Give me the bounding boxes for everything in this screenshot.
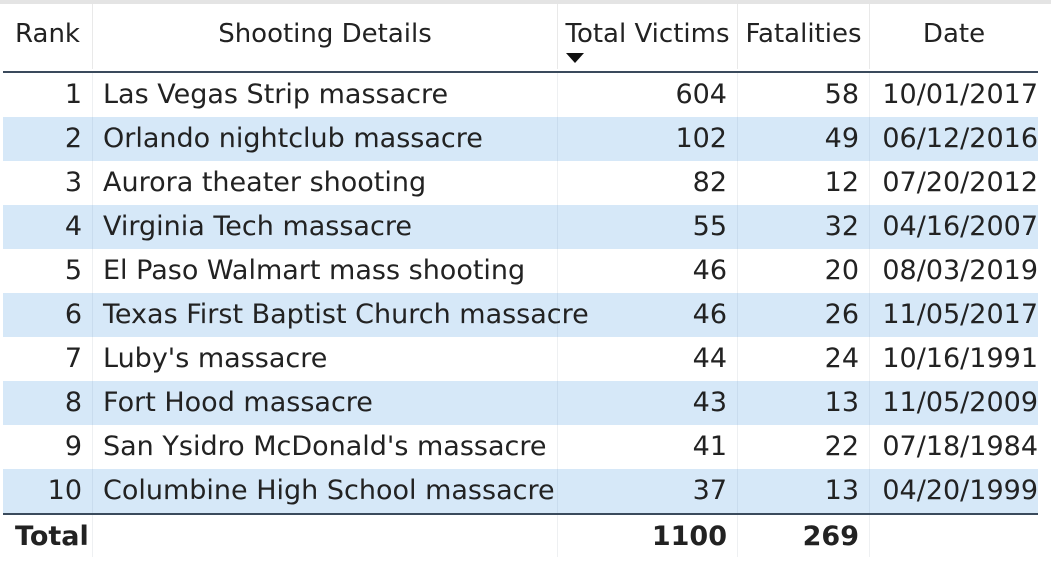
cell-fatalities: 20 xyxy=(738,249,870,293)
cell-rank: 3 xyxy=(3,161,93,205)
cell-rank: 2 xyxy=(3,117,93,161)
table-row[interactable]: 5 El Paso Walmart mass shooting 46 20 08/03/… xyxy=(3,249,1038,293)
cell-shooting-details: Fort Hood massacre xyxy=(93,381,558,425)
total-fatalities: 269 xyxy=(738,515,870,557)
cell-total-victims: 55 xyxy=(558,205,738,249)
table-row[interactable]: 10 Columbine High School massacre 37 13 04/2… xyxy=(3,469,1038,513)
cell-fatalities: 13 xyxy=(738,469,870,513)
cell-shooting-details: Luby's massacre xyxy=(93,337,558,381)
header-shooting-details[interactable]: Shooting Details xyxy=(93,4,558,69)
cell-rank: 7 xyxy=(3,337,93,381)
cell-date: 10/01/2017 xyxy=(882,79,1038,110)
cell-total-victims: 44 xyxy=(558,337,738,381)
cell-fatalities: 26 xyxy=(738,293,870,337)
data-table: Rank Shooting Details Total Victims Fata… xyxy=(3,4,1038,559)
cell-total-victims: 46 xyxy=(558,249,738,293)
cell-shooting-details: Las Vegas Strip massacre xyxy=(93,73,558,117)
cell-fatalities: 49 xyxy=(738,117,870,161)
cell-date: 11/05/2017 xyxy=(882,299,1038,330)
cell-shooting-details: Virginia Tech massacre xyxy=(93,205,558,249)
header-date[interactable]: Date xyxy=(922,19,986,49)
cell-date: 11/05/2009 xyxy=(882,387,1038,418)
total-date-empty xyxy=(870,515,1038,557)
cell-fatalities: 24 xyxy=(738,337,870,381)
table-row[interactable]: 7 Luby's massacre 44 24 10/16/1991 xyxy=(3,337,1038,381)
cell-rank: 4 xyxy=(3,205,93,249)
table-row[interactable]: 1 Las Vegas Strip massacre 604 58 10/01/2017 xyxy=(3,73,1038,117)
cell-total-victims: 43 xyxy=(558,381,738,425)
header-total-victims[interactable]: Total Victims xyxy=(558,4,738,69)
cell-shooting-details: San Ysidro McDonald's massacre xyxy=(93,425,558,469)
cell-rank: 1 xyxy=(3,73,93,117)
cell-total-victims: 37 xyxy=(558,469,738,513)
sort-descending-icon xyxy=(566,53,584,63)
cell-shooting-details: Orlando nightclub massacre xyxy=(93,117,558,161)
cell-fatalities: 32 xyxy=(738,205,870,249)
cell-fatalities: 12 xyxy=(738,161,870,205)
cell-date: 08/03/2019 xyxy=(882,255,1038,286)
top-border xyxy=(0,0,1051,4)
cell-date: 07/18/1984 xyxy=(882,431,1038,462)
table-header: Rank Shooting Details Total Victims Fata… xyxy=(3,4,1038,73)
cell-fatalities: 13 xyxy=(738,381,870,425)
cell-total-victims: 41 xyxy=(558,425,738,469)
total-details-empty xyxy=(93,515,558,557)
cell-rank: 8 xyxy=(3,381,93,425)
cell-rank: 6 xyxy=(3,293,93,337)
table-body: 1 Las Vegas Strip massacre 604 58 10/01/2017… xyxy=(3,73,1038,513)
table-row[interactable]: 2 Orlando nightclub massacre 102 49 06/12/20… xyxy=(3,117,1038,161)
cell-total-victims: 102 xyxy=(558,117,738,161)
total-label: Total xyxy=(3,515,93,557)
cell-date: 04/16/2007 xyxy=(882,211,1038,242)
table-row[interactable]: 6 Texas First Baptist Church massacre 46 26… xyxy=(3,293,1038,337)
table-row[interactable]: 9 San Ysidro McDonald's massacre 41 22 07/18… xyxy=(3,425,1038,469)
cell-total-victims: 46 xyxy=(558,293,738,337)
header-total-victims-label: Total Victims xyxy=(565,19,730,49)
cell-shooting-details: Aurora theater shooting xyxy=(93,161,558,205)
cell-shooting-details: El Paso Walmart mass shooting xyxy=(93,249,558,293)
cell-fatalities: 22 xyxy=(738,425,870,469)
cell-date: 06/12/2016 xyxy=(882,123,1038,154)
cell-date: 04/20/1999 xyxy=(882,475,1038,506)
cell-shooting-details: Columbine High School massacre xyxy=(93,469,558,513)
cell-fatalities: 58 xyxy=(738,73,870,117)
cell-shooting-details: Texas First Baptist Church massacre xyxy=(93,293,589,337)
total-victims: 1100 xyxy=(558,515,738,557)
cell-total-victims: 82 xyxy=(558,161,738,205)
total-row: Total 1100 269 xyxy=(3,513,1038,559)
header-rank[interactable]: Rank xyxy=(3,4,93,69)
cell-date: 10/16/1991 xyxy=(882,343,1038,374)
cell-rank: 10 xyxy=(3,469,93,513)
cell-total-victims: 604 xyxy=(558,73,738,117)
header-fatalities[interactable]: Fatalities xyxy=(738,4,870,69)
cell-rank: 9 xyxy=(3,425,93,469)
cell-date: 07/20/2012 xyxy=(882,167,1038,198)
table-row[interactable]: 4 Virginia Tech massacre 55 32 04/16/2007 xyxy=(3,205,1038,249)
table-row[interactable]: 8 Fort Hood massacre 43 13 11/05/2009 xyxy=(3,381,1038,425)
table-row[interactable]: 3 Aurora theater shooting 82 12 07/20/2012 xyxy=(3,161,1038,205)
cell-rank: 5 xyxy=(3,249,93,293)
